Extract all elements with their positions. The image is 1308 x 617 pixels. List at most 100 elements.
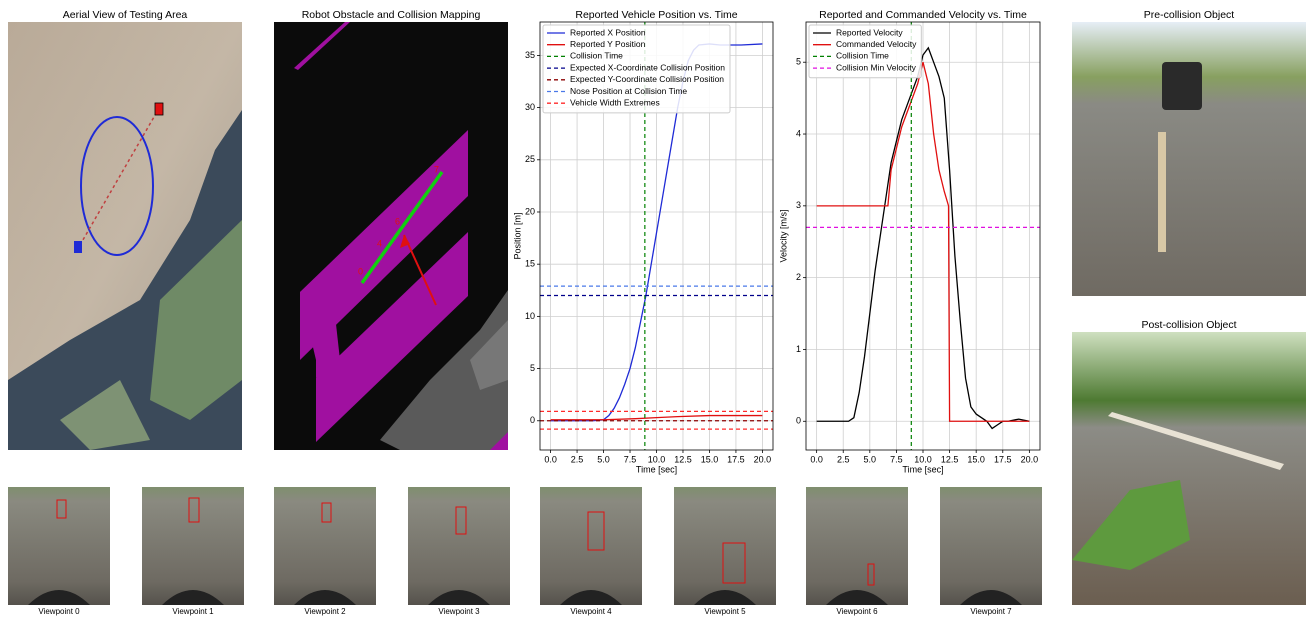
viewpoint-label: Viewpoint 6 (836, 607, 878, 616)
x-tick-label: 15.0 (967, 454, 985, 464)
x-axis-label: Time [sec] (902, 464, 943, 474)
legend-label: Collision Time (570, 51, 623, 61)
detection-box (867, 563, 875, 586)
legend-label: Vehicle Width Extremes (570, 97, 660, 107)
viewpoint-image (274, 487, 376, 605)
y-tick-label: 30 (525, 102, 535, 112)
y-tick-label: 5 (530, 363, 535, 373)
post-collision-photo (1072, 332, 1306, 605)
x-tick-label: 17.5 (994, 454, 1012, 464)
viewpoint-label: Viewpoint 3 (438, 607, 480, 616)
chart-title: Reported Vehicle Position vs. Time (575, 9, 737, 21)
legend-label: Expected Y-Coordinate Collision Position (570, 74, 724, 84)
legend-label: Reported X Position (570, 27, 646, 37)
y-tick-label: 1 (796, 344, 801, 354)
detection-box (56, 499, 67, 519)
mapping-image: 0 4 6 7 (274, 22, 508, 450)
data-line (816, 46, 1030, 430)
legend-label: Reported Velocity (836, 27, 903, 37)
x-tick-label: 5.0 (864, 454, 877, 464)
axes-frame (539, 21, 774, 451)
x-tick-label: 2.5 (837, 454, 850, 464)
y-tick-label: 0 (530, 415, 535, 425)
viewpoint-label: Viewpoint 4 (570, 607, 612, 616)
x-tick-label: 20.0 (754, 454, 772, 464)
vehicle-hood (162, 590, 224, 605)
vehicle-hood (28, 590, 90, 605)
x-tick-label: 7.5 (624, 454, 637, 464)
viewpoint-label: Viewpoint 2 (304, 607, 346, 616)
vehicle-hood (826, 590, 888, 605)
panel-title: Post-collision Object (1141, 319, 1236, 331)
chart-title: Reported and Commanded Velocity vs. Time (819, 9, 1027, 21)
x-tick-label: 2.5 (571, 454, 584, 464)
y-axis-label: Position [m] (512, 212, 522, 259)
y-tick-label: 5 (796, 57, 801, 67)
viewpoint-label: Viewpoint 7 (970, 607, 1012, 616)
legend-label: Collision Min Velocity (836, 62, 917, 72)
y-axis-label: Velocity [m/s] (778, 209, 788, 262)
x-axis-label: Time [sec] (636, 464, 677, 474)
legend-box (542, 24, 731, 114)
detection-box (722, 542, 746, 584)
legend-label: Nose Position at Collision Time (570, 86, 687, 96)
vehicle-hood (560, 590, 622, 605)
data-line (550, 414, 763, 421)
y-tick-label: 25 (525, 154, 535, 164)
axes-frame (805, 21, 1041, 451)
detection-box (587, 511, 605, 551)
x-tick-label: 12.5 (941, 454, 959, 464)
y-tick-label: 20 (525, 206, 535, 216)
y-tick-label: 3 (796, 200, 801, 210)
x-tick-label: 17.5 (727, 454, 745, 464)
viewpoints: Viewpoint 0 Viewpoint 1 Viewpoint 2 Viewpoi… (8, 487, 1042, 616)
viewpoint-image (540, 487, 642, 605)
detection-box (188, 497, 200, 523)
chart: Reported Vehicle Position vs. Time Time [… (512, 9, 774, 474)
map-label: 6 (395, 216, 400, 226)
aerial-image (8, 22, 242, 450)
legend: Reported Velocity Commanded Velocity Colli… (808, 24, 922, 79)
legend-label: Commanded Velocity (836, 39, 917, 49)
legend: Reported X Position Reported Y Position Co… (542, 24, 731, 114)
x-tick-label: 0.0 (810, 454, 823, 464)
panel-title: Aerial View of Testing Area (63, 9, 188, 21)
vehicle-hood (960, 590, 1022, 605)
x-tick-label: 15.0 (701, 454, 719, 464)
viewpoint-image (940, 487, 1042, 605)
viewpoint-image (8, 487, 110, 605)
x-tick-label: 7.5 (890, 454, 903, 464)
viewpoint-image (408, 487, 510, 605)
viewpoint-label: Viewpoint 0 (38, 607, 80, 616)
vehicle-hood (428, 590, 490, 605)
viewpoint-image (142, 487, 244, 605)
x-tick-label: 0.0 (544, 454, 557, 464)
data-line (816, 62, 1030, 422)
y-tick-label: 10 (525, 311, 535, 321)
vehicle-hood (694, 590, 756, 605)
y-tick-label: 0 (796, 416, 801, 426)
y-tick-label: 4 (796, 128, 801, 138)
legend-label: Expected X-Coordinate Collision Position (570, 62, 725, 72)
panel-title: Pre-collision Object (1144, 9, 1235, 21)
x-tick-label: 10.0 (914, 454, 932, 464)
pre-collision-photo (1072, 22, 1306, 296)
map-label: 0 (358, 266, 363, 276)
viewpoint-image (674, 487, 776, 605)
viewpoint-image (806, 487, 908, 605)
map-label: 4 (377, 238, 382, 248)
legend-box (808, 24, 922, 79)
x-tick-label: 20.0 (1021, 454, 1039, 464)
x-tick-label: 12.5 (674, 454, 692, 464)
vehicle-hood (294, 590, 356, 605)
y-tick-label: 2 (796, 272, 801, 282)
chart: Reported and Commanded Velocity vs. Time… (778, 9, 1041, 474)
y-tick-label: 15 (525, 259, 535, 269)
viewpoint-label: Viewpoint 5 (704, 607, 746, 616)
viewpoint-label: Viewpoint 1 (172, 607, 214, 616)
detection-box (455, 506, 467, 535)
legend-label: Reported Y Position (570, 39, 646, 49)
panel-title: Robot Obstacle and Collision Mapping (302, 9, 481, 21)
x-tick-label: 5.0 (597, 454, 610, 464)
